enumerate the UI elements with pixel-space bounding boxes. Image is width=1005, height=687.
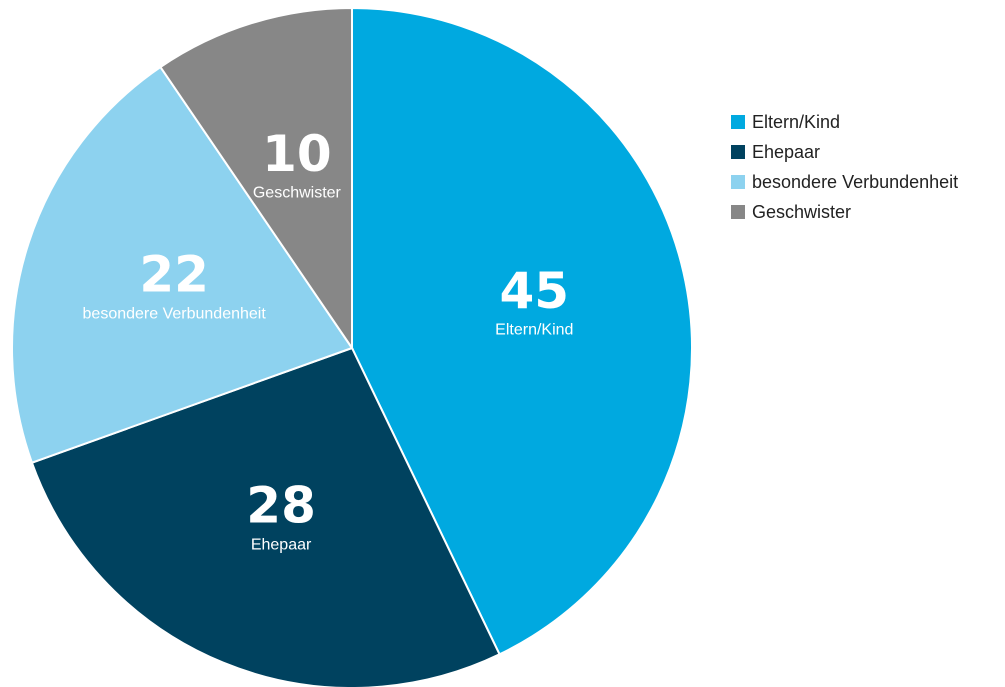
legend-swatch (731, 145, 745, 159)
slice-label: Ehepaar (251, 536, 312, 553)
legend-swatch (731, 205, 745, 219)
slice-value: 28 (246, 477, 316, 535)
slice-label: Eltern/Kind (495, 322, 573, 339)
legend-label: Geschwister (752, 202, 851, 222)
slice-label: besondere Verbundenheit (83, 305, 267, 322)
pie-slice (30, 346, 501, 687)
slice-label: Geschwister (253, 185, 342, 202)
legend-swatch (731, 115, 745, 129)
legend-swatch (731, 175, 745, 189)
pie-slice (11, 65, 354, 464)
slice-value: 45 (500, 262, 570, 320)
slice-value: 22 (139, 246, 209, 304)
legend-label: besondere Verbundenheit (752, 172, 958, 192)
legend-label: Eltern/Kind (752, 112, 840, 132)
slice-value: 10 (262, 125, 332, 183)
legend-label: Ehepaar (752, 142, 820, 162)
pie-slice (351, 6, 693, 656)
pie-slice (159, 6, 353, 352)
